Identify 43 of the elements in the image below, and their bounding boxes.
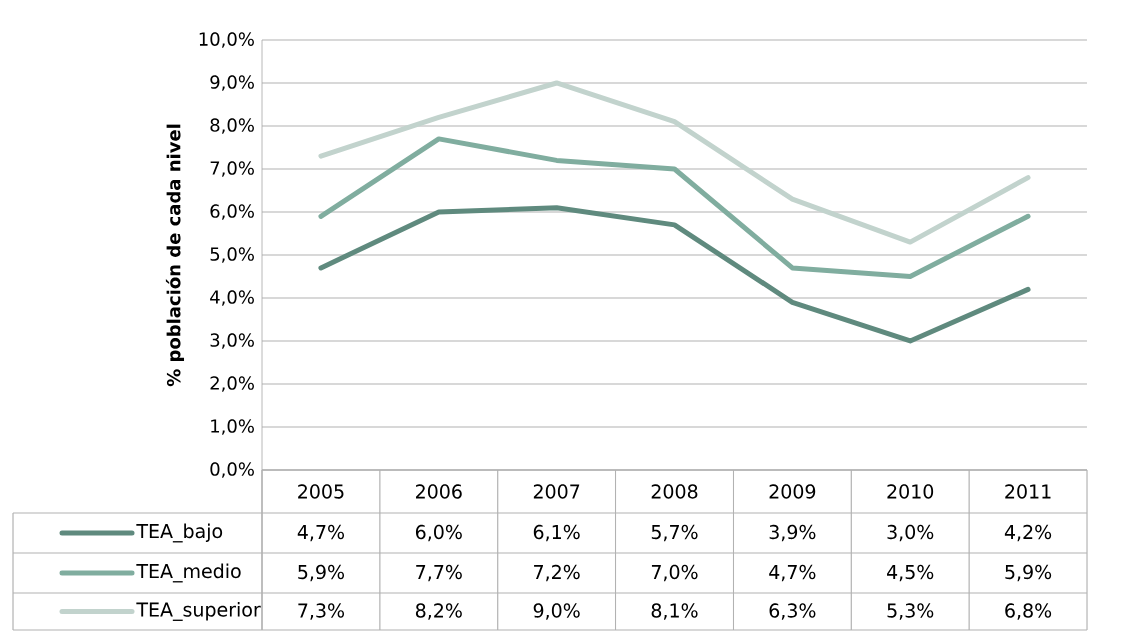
x-tick-label: 2007 [533,484,580,499]
data-label: 4,5% [887,564,934,582]
y-tick-label: 5,0% [210,247,254,263]
data-label: 7,0% [651,564,698,582]
y-tick-label: 8,0% [210,118,254,134]
data-label: 5,3% [887,603,934,620]
data-label: 8,1% [651,603,698,620]
x-tick-label: 2006 [415,484,462,499]
data-label: 5,9% [1005,564,1052,582]
x-tick-label: 2010 [887,484,934,499]
data-label: 6,3% [769,603,816,620]
y-tick-label: 3,0% [210,333,254,349]
x-tick-label: 2008 [651,484,698,499]
y-tick-label: 2,0% [210,376,254,392]
data-label: 7,7% [416,564,462,582]
data-label: 4,7% [297,524,345,542]
data-label: 7,2% [534,564,580,582]
x-tick-label: 2009 [769,484,816,499]
legend-label: TEA_superior [136,602,261,621]
data-label: 6,0% [415,524,462,542]
x-tick-label: 2011 [1005,484,1051,499]
data-label: 7,3% [298,603,345,620]
y-tick-label: 6,0% [210,204,254,220]
legend-label: TEA_medio [136,563,241,583]
data-label: 4,7% [769,564,816,582]
y-tick-label: 0,0% [210,462,254,478]
data-label: 6,1% [533,524,580,542]
y-tick-label: 10,0% [199,32,254,48]
y-tick-label: 7,0% [210,161,254,177]
data-label: 6,8% [1005,603,1052,620]
y-axis-title: % población de cada nivel [165,124,185,387]
y-tick-label: 1,0% [211,419,254,435]
data-label: 3,0% [887,524,934,542]
x-tick-label: 2005 [298,484,344,499]
legend-label: TEA_bajo [136,523,223,543]
data-label: 5,7% [651,524,698,542]
data-label: 9,0% [533,603,580,620]
y-tick-label: 4,0% [210,290,254,306]
data-label: 3,9% [769,524,816,542]
data-label: 8,2% [415,603,462,620]
y-tick-label: 9,0% [210,75,254,91]
data-label: 5,9% [298,564,345,582]
data-label: 4,2% [1004,524,1052,542]
